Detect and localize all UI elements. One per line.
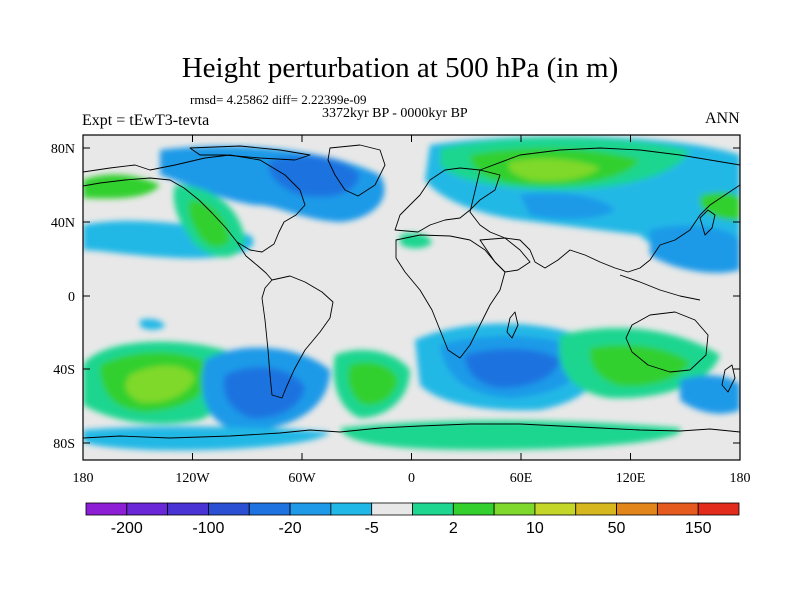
experiment-label: Expt = tEwT3-tevta [82,112,210,129]
colorbar-swatch [656,502,699,516]
contour-sa-deep [223,367,305,419]
x-tick-label: 0 [408,471,415,486]
colorbar-label: -200 [111,520,143,537]
coast-arctic-islands [189,145,311,161]
x-tick-label: 180 [73,471,94,486]
contour-satl-lime [348,362,398,405]
coast-japan [699,209,716,236]
coast-asia [469,147,740,273]
period-label: 3372kyr BP - 0000kyr BP [322,106,468,121]
contour-so-cyan [83,426,330,451]
coast-south-america [261,275,334,399]
map-panel [83,135,740,460]
contour-trop-cyan [140,318,165,330]
season-label: ANN [705,110,740,127]
contour-nw-green [83,174,160,199]
colorbar-swatch [85,502,128,516]
colorbar-swatch [412,502,454,516]
colorbar-swatch [575,502,617,516]
x-tick-label: 120W [175,471,210,486]
coast-madagascar [506,311,519,339]
contour-eurasia-yellow [508,158,600,182]
coast-southeast-asia [619,274,701,301]
y-tick-label: 80S [53,437,75,452]
contour-ne-green [700,192,740,221]
colorbar-swatch [330,502,373,516]
contour-africa-green [400,232,432,249]
figure-title: Height perturbation at 500 hPa (in m) [181,52,619,84]
colorbar-swatch [208,502,250,516]
colorbar-label: -100 [192,520,224,537]
coastlines [83,144,740,439]
y-tick-label: 40S [53,363,75,378]
colorbar-swatch [452,502,495,516]
colorbar-swatch [616,502,658,516]
colorbar-label: 50 [608,520,626,537]
contour-pac-lime [188,200,230,247]
colorbar-label: -5 [365,520,379,537]
contour-aus-lime [589,344,690,387]
colorbar-swatch [534,502,577,516]
x-tick-label: 180 [730,471,751,486]
x-tick-label: 60E [510,471,533,486]
colorbar-swatch [697,502,740,516]
colorbar-label: -20 [279,520,302,537]
colorbar-label: 150 [685,520,712,537]
contour-tasman-blue [680,375,740,414]
stats-line: rmsd= 4.25862 diff= 2.22399e-09 [190,92,367,107]
coast-central-america [236,241,273,281]
coast-europe [394,167,501,233]
coast-australia [625,311,709,373]
x-axis: 180 120W 60W 0 60E 120E 180 [73,135,751,486]
contour-na-deep [269,155,360,197]
coast-north-america [83,154,306,253]
colorbar-swatch [493,502,536,516]
y-axis: 80N 40N 0 40S 80S [51,142,740,452]
coast-new-zealand [721,364,736,393]
x-tick-label: 120E [616,471,646,486]
contour-eurasia-blue [520,193,615,220]
colorbar-swatch [371,502,413,516]
colorbar-label: 10 [526,520,544,537]
colorbar-swatch [126,502,169,516]
colorbar: -200 -100 -20 -5 2 10 50 150 [85,502,740,537]
contour-io-deep [465,348,560,388]
colorbar-swatch [167,502,209,516]
colorbar-swatch [248,502,291,516]
coast-greenland [327,144,386,197]
coast-arabia [479,237,531,273]
colorbar-label: 2 [449,520,458,537]
x-tick-label: 60W [288,471,316,486]
y-tick-label: 40N [51,216,75,231]
coast-africa [395,234,506,359]
y-tick-label: 80N [51,142,75,157]
contour-field [83,136,740,451]
contour-asia-blue [650,225,740,273]
colorbar-swatch [289,502,332,516]
y-tick-label: 0 [68,290,75,305]
contour-sp-yellow [125,365,195,403]
coast-antarctica [83,423,740,439]
